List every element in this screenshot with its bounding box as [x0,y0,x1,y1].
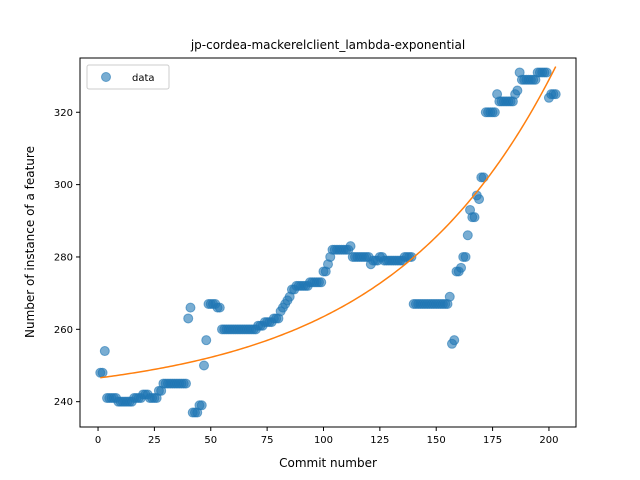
data-point [449,335,460,346]
data-point [489,107,500,118]
x-tick-label: 75 [261,435,274,446]
data-point [345,241,356,252]
data-layer [95,66,561,418]
data-point [462,230,473,241]
legend-box [86,64,170,90]
data-point [444,291,455,302]
x-tick-label: 150 [427,435,446,446]
data-point [541,67,552,78]
x-tick-label: 25 [148,435,161,446]
data-point [214,302,225,313]
y-tick-label: 320 [54,108,73,119]
legend-label-data: data [132,73,155,84]
legend-marker-data [101,72,111,82]
y-axis-label: Number of instance of a feature [23,146,37,338]
x-tick-label: 175 [483,435,502,446]
data-point [199,360,209,371]
data-point [201,335,212,346]
data-point [180,378,191,389]
x-axis: 0 25 50 75 100 125 150 175 200 [95,427,558,446]
data-point [478,172,489,183]
data-point [460,251,471,262]
chart-title: jp-cordea-mackerelclient_lambda-exponent… [190,38,465,52]
data-point [99,346,110,357]
data-point [469,212,480,223]
y-tick-label: 260 [54,325,73,336]
data-point [97,367,108,378]
fit-line [100,66,557,379]
y-tick-label: 280 [54,252,73,263]
data-point [406,251,417,262]
data-point [316,277,327,288]
data-point [183,313,194,324]
x-axis-label: Commit number [279,456,377,470]
data-point [512,85,523,96]
x-tick-label: 50 [204,435,217,446]
y-tick-label: 240 [54,397,73,408]
y-tick-label: 300 [54,180,73,191]
x-tick-label: 200 [539,435,558,446]
data-point [185,302,196,313]
x-tick-label: 100 [314,435,333,446]
y-axis: 240 260 280 300 320 [54,108,80,408]
x-tick-label: 125 [370,435,389,446]
data-point [196,400,207,411]
axes-frame [79,57,577,428]
x-tick-label: 0 [95,435,101,446]
data-point [550,89,561,100]
legend: data [86,64,170,90]
data-point [474,194,485,205]
data-point [456,262,467,273]
